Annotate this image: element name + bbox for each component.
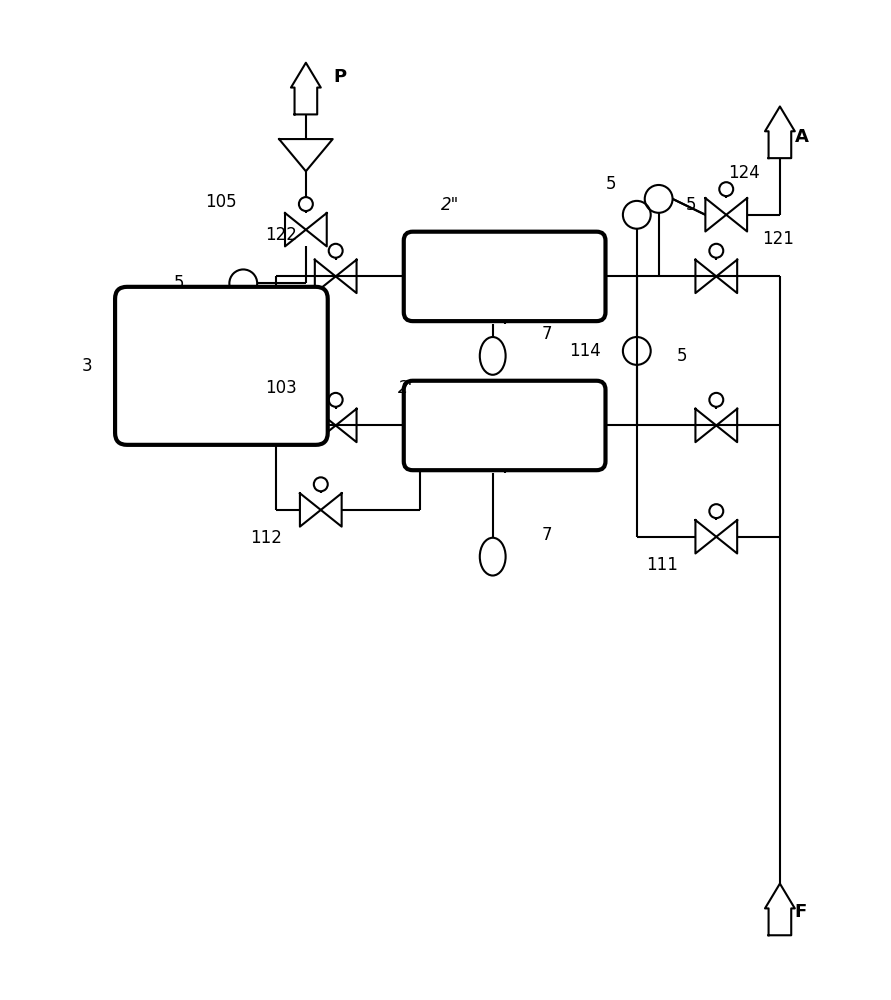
Text: 5: 5 (606, 175, 617, 193)
Text: 2": 2" (441, 196, 459, 214)
Text: 103: 103 (266, 379, 297, 397)
Text: 7: 7 (542, 325, 552, 343)
Text: 3: 3 (82, 357, 93, 375)
Text: 122: 122 (266, 226, 297, 244)
FancyBboxPatch shape (115, 287, 328, 445)
Text: 112: 112 (250, 529, 282, 547)
Text: 114: 114 (569, 342, 601, 360)
Text: A: A (795, 128, 809, 146)
Text: 121: 121 (762, 230, 794, 248)
Text: F: F (795, 903, 807, 921)
Text: 5: 5 (686, 196, 697, 214)
Text: 105: 105 (206, 193, 237, 211)
Text: 5: 5 (174, 274, 184, 292)
FancyBboxPatch shape (404, 232, 606, 321)
FancyBboxPatch shape (404, 381, 606, 470)
Text: 7: 7 (542, 526, 552, 544)
Text: 5: 5 (676, 347, 687, 365)
Text: P: P (334, 68, 347, 86)
Text: 111: 111 (646, 556, 677, 574)
Text: 124: 124 (728, 164, 760, 182)
Text: 2': 2' (397, 379, 413, 397)
